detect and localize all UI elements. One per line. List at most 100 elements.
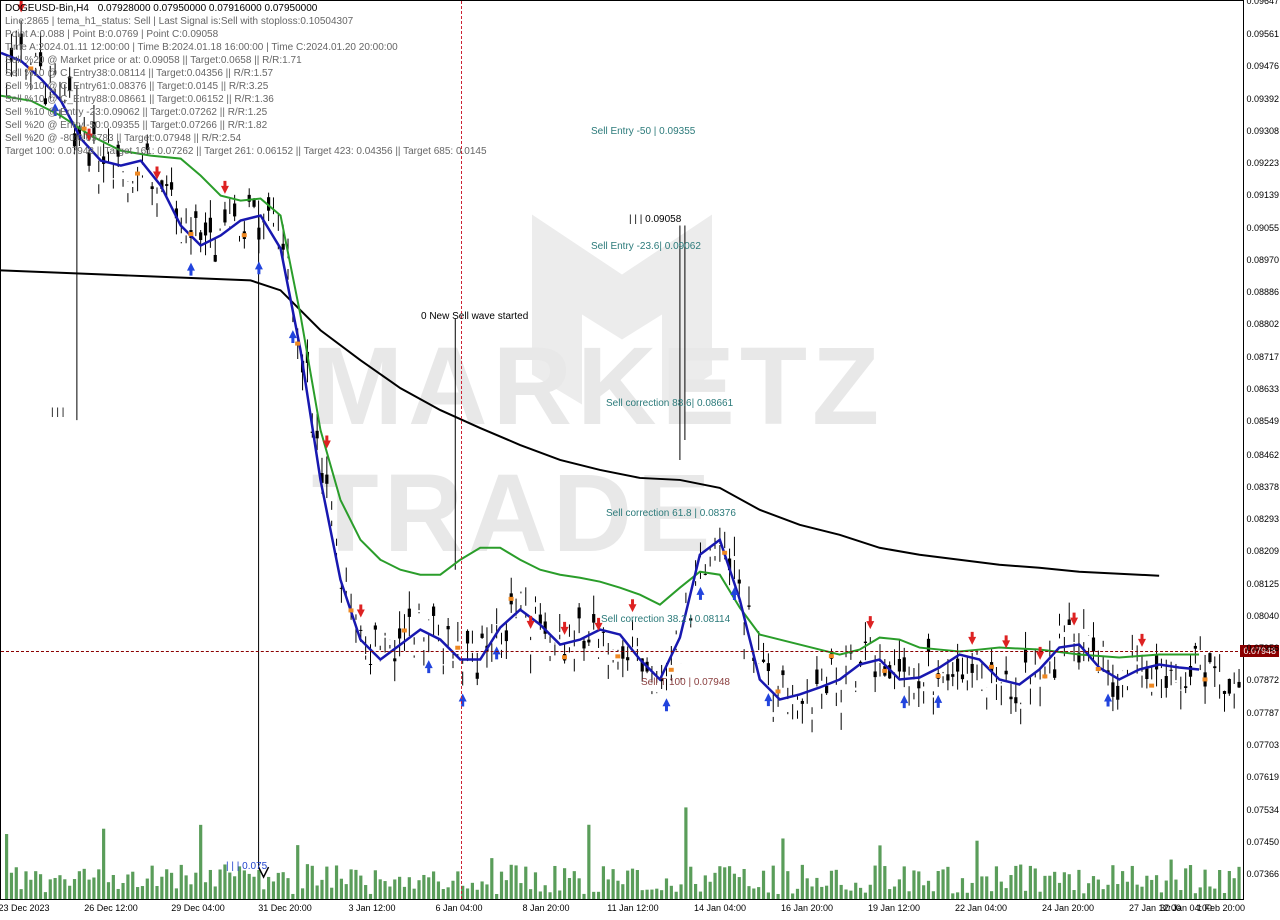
orange-marker-icon [402,628,407,632]
chart-annotation: 0 New Sell wave started [421,311,528,322]
arrow-down-icon [866,616,874,629]
ma-black-line [1,270,1159,575]
y-tick: 0.09223 [1246,158,1279,168]
arrow-down-icon [221,181,229,194]
y-tick: 0.09139 [1246,190,1279,200]
chart-annotation: | | | [51,407,64,418]
arrow-down-icon [968,632,976,645]
x-tick: 1 Feb 20:00 [1197,903,1245,913]
y-axis: 0.096470.095610.094760.093920.093080.092… [1239,1,1279,899]
y-tick: 0.07956 [1246,643,1279,653]
orange-marker-icon [829,654,834,658]
x-tick: 11 Jan 12:00 [607,903,658,913]
arrow-up-icon [696,587,704,600]
arrow-down-icon [561,622,569,635]
x-tick: 31 Dec 20:00 [258,903,312,913]
arrow-up-icon [900,695,908,708]
info-line: Line:2865 | tema_h1_status: Sell | Last … [5,16,353,27]
y-tick: 0.08970 [1246,255,1279,265]
x-axis: 23 Dec 202326 Dec 12:0029 Dec 04:0031 De… [1,899,1243,913]
chart-title: DOGEUSD-Bin,H4 [5,3,89,14]
arrow-up-icon [1104,693,1112,706]
info-line: Time A:2024.01.11 12:00:00 | Time B:2024… [5,42,398,53]
volume-bars [5,807,1241,899]
y-tick: 0.08717 [1246,352,1279,362]
chart-annotation: Sell T 100 | 0.07948 [641,677,730,688]
y-tick: 0.07366 [1246,869,1279,879]
info-line: Sell %20 @ Entry -50:0.09355 || Target:0… [5,120,267,131]
x-tick: 23 Dec 2023 [0,903,50,913]
chart-annotation: Sell Entry -23.6| 0.09062 [591,241,701,252]
x-tick: 14 Jan 04:00 [694,903,746,913]
y-tick: 0.09476 [1246,61,1279,71]
arrow-up-icon [493,646,501,659]
arrow-up-icon [764,693,772,706]
arrow-up-icon [934,695,942,708]
chart-annotation: | | | 0.09058 [629,214,681,225]
y-tick: 0.08209 [1246,546,1279,556]
orange-marker-icon [295,342,300,346]
y-tick: 0.07787 [1246,708,1279,718]
info-line: Sell %10 @ Entry -23:0.09062 || Target:0… [5,107,267,118]
info-line: Sell %10 @ C_Entry61:0.08376 || Target:0… [5,81,268,92]
arrow-up-icon [662,698,670,711]
ohlc-values: 0.07928000 0.07950000 0.07916000 0.07950… [98,3,318,14]
y-tick: 0.09308 [1246,126,1279,136]
arrow-down-icon [357,604,365,617]
orange-marker-icon [242,233,247,237]
vertical-marker-line [461,1,462,899]
y-tick: 0.08040 [1246,611,1279,621]
info-line: Sell %20 @ -80:0.09783 || Target:0.07948… [5,133,241,144]
arrow-up-icon [255,261,263,274]
y-tick: 0.08802 [1246,319,1279,329]
x-tick: 22 Jan 04:00 [955,903,1007,913]
orange-marker-icon [669,668,674,672]
arrow-up-icon [289,330,297,343]
chart-annotation: Sell Entry -50 | 0.09355 [591,126,695,137]
arrow-down-icon [1138,634,1146,647]
orange-marker-icon [1042,674,1047,678]
orange-marker-icon [455,646,460,650]
orange-marker-icon [1096,667,1101,671]
current-price-line [1,651,1243,652]
orange-marker-icon [562,655,567,659]
info-line: Point A:0.088 | Point B:0.0769 | Point C… [5,29,218,40]
orange-marker-icon [936,674,941,678]
chart-title-row: DOGEUSD-Bin,H4 0.07928000 0.07950000 0.0… [5,3,317,14]
y-tick: 0.07872 [1246,675,1279,685]
y-tick: 0.07619 [1246,772,1279,782]
orange-marker-icon [722,551,727,555]
arrow-up-icon [425,660,433,673]
orange-marker-icon [1202,677,1207,681]
orange-marker-icon [989,665,994,669]
chart-container[interactable]: MARKETZ TRADE 0.07948 DOGEUSD-Bin,H4 0.0… [0,0,1244,900]
orange-marker-icon [1149,684,1154,688]
orange-marker-icon [882,669,887,673]
y-tick: 0.08125 [1246,579,1279,589]
orange-marker-icon [135,172,140,176]
arrow-down-icon [323,435,331,448]
y-tick: 0.07450 [1246,837,1279,847]
x-tick: 26 Dec 12:00 [84,903,138,913]
y-tick: 0.07703 [1246,740,1279,750]
info-line: Sell %10 @ C_Entry38:0.08114 || Target:0… [5,68,273,79]
y-tick: 0.09392 [1246,94,1279,104]
arrow-down-icon [629,599,637,612]
arrow-down-icon [1070,613,1078,626]
x-tick: 6 Jan 04:00 [435,903,482,913]
orange-marker-icon [615,654,620,658]
arrow-down-icon [1002,635,1010,648]
x-tick: 24 Jan 20:00 [1042,903,1094,913]
y-tick: 0.08378 [1246,482,1279,492]
orange-marker-icon [188,232,193,236]
arrow-up-icon [459,693,467,706]
info-line: Sell %20 @ Market price or at: 0.09058 |… [5,55,302,66]
x-tick: 16 Jan 20:00 [781,903,833,913]
y-tick: 0.07534 [1246,805,1279,815]
chart-annotation: | | | 0.075 [226,861,267,872]
arrow-down-icon [527,616,535,629]
y-tick: 0.08293 [1246,514,1279,524]
y-tick: 0.08462 [1246,450,1279,460]
orange-marker-icon [349,608,354,612]
chart-annotation: Sell correction 88.6| 0.08661 [606,398,733,409]
